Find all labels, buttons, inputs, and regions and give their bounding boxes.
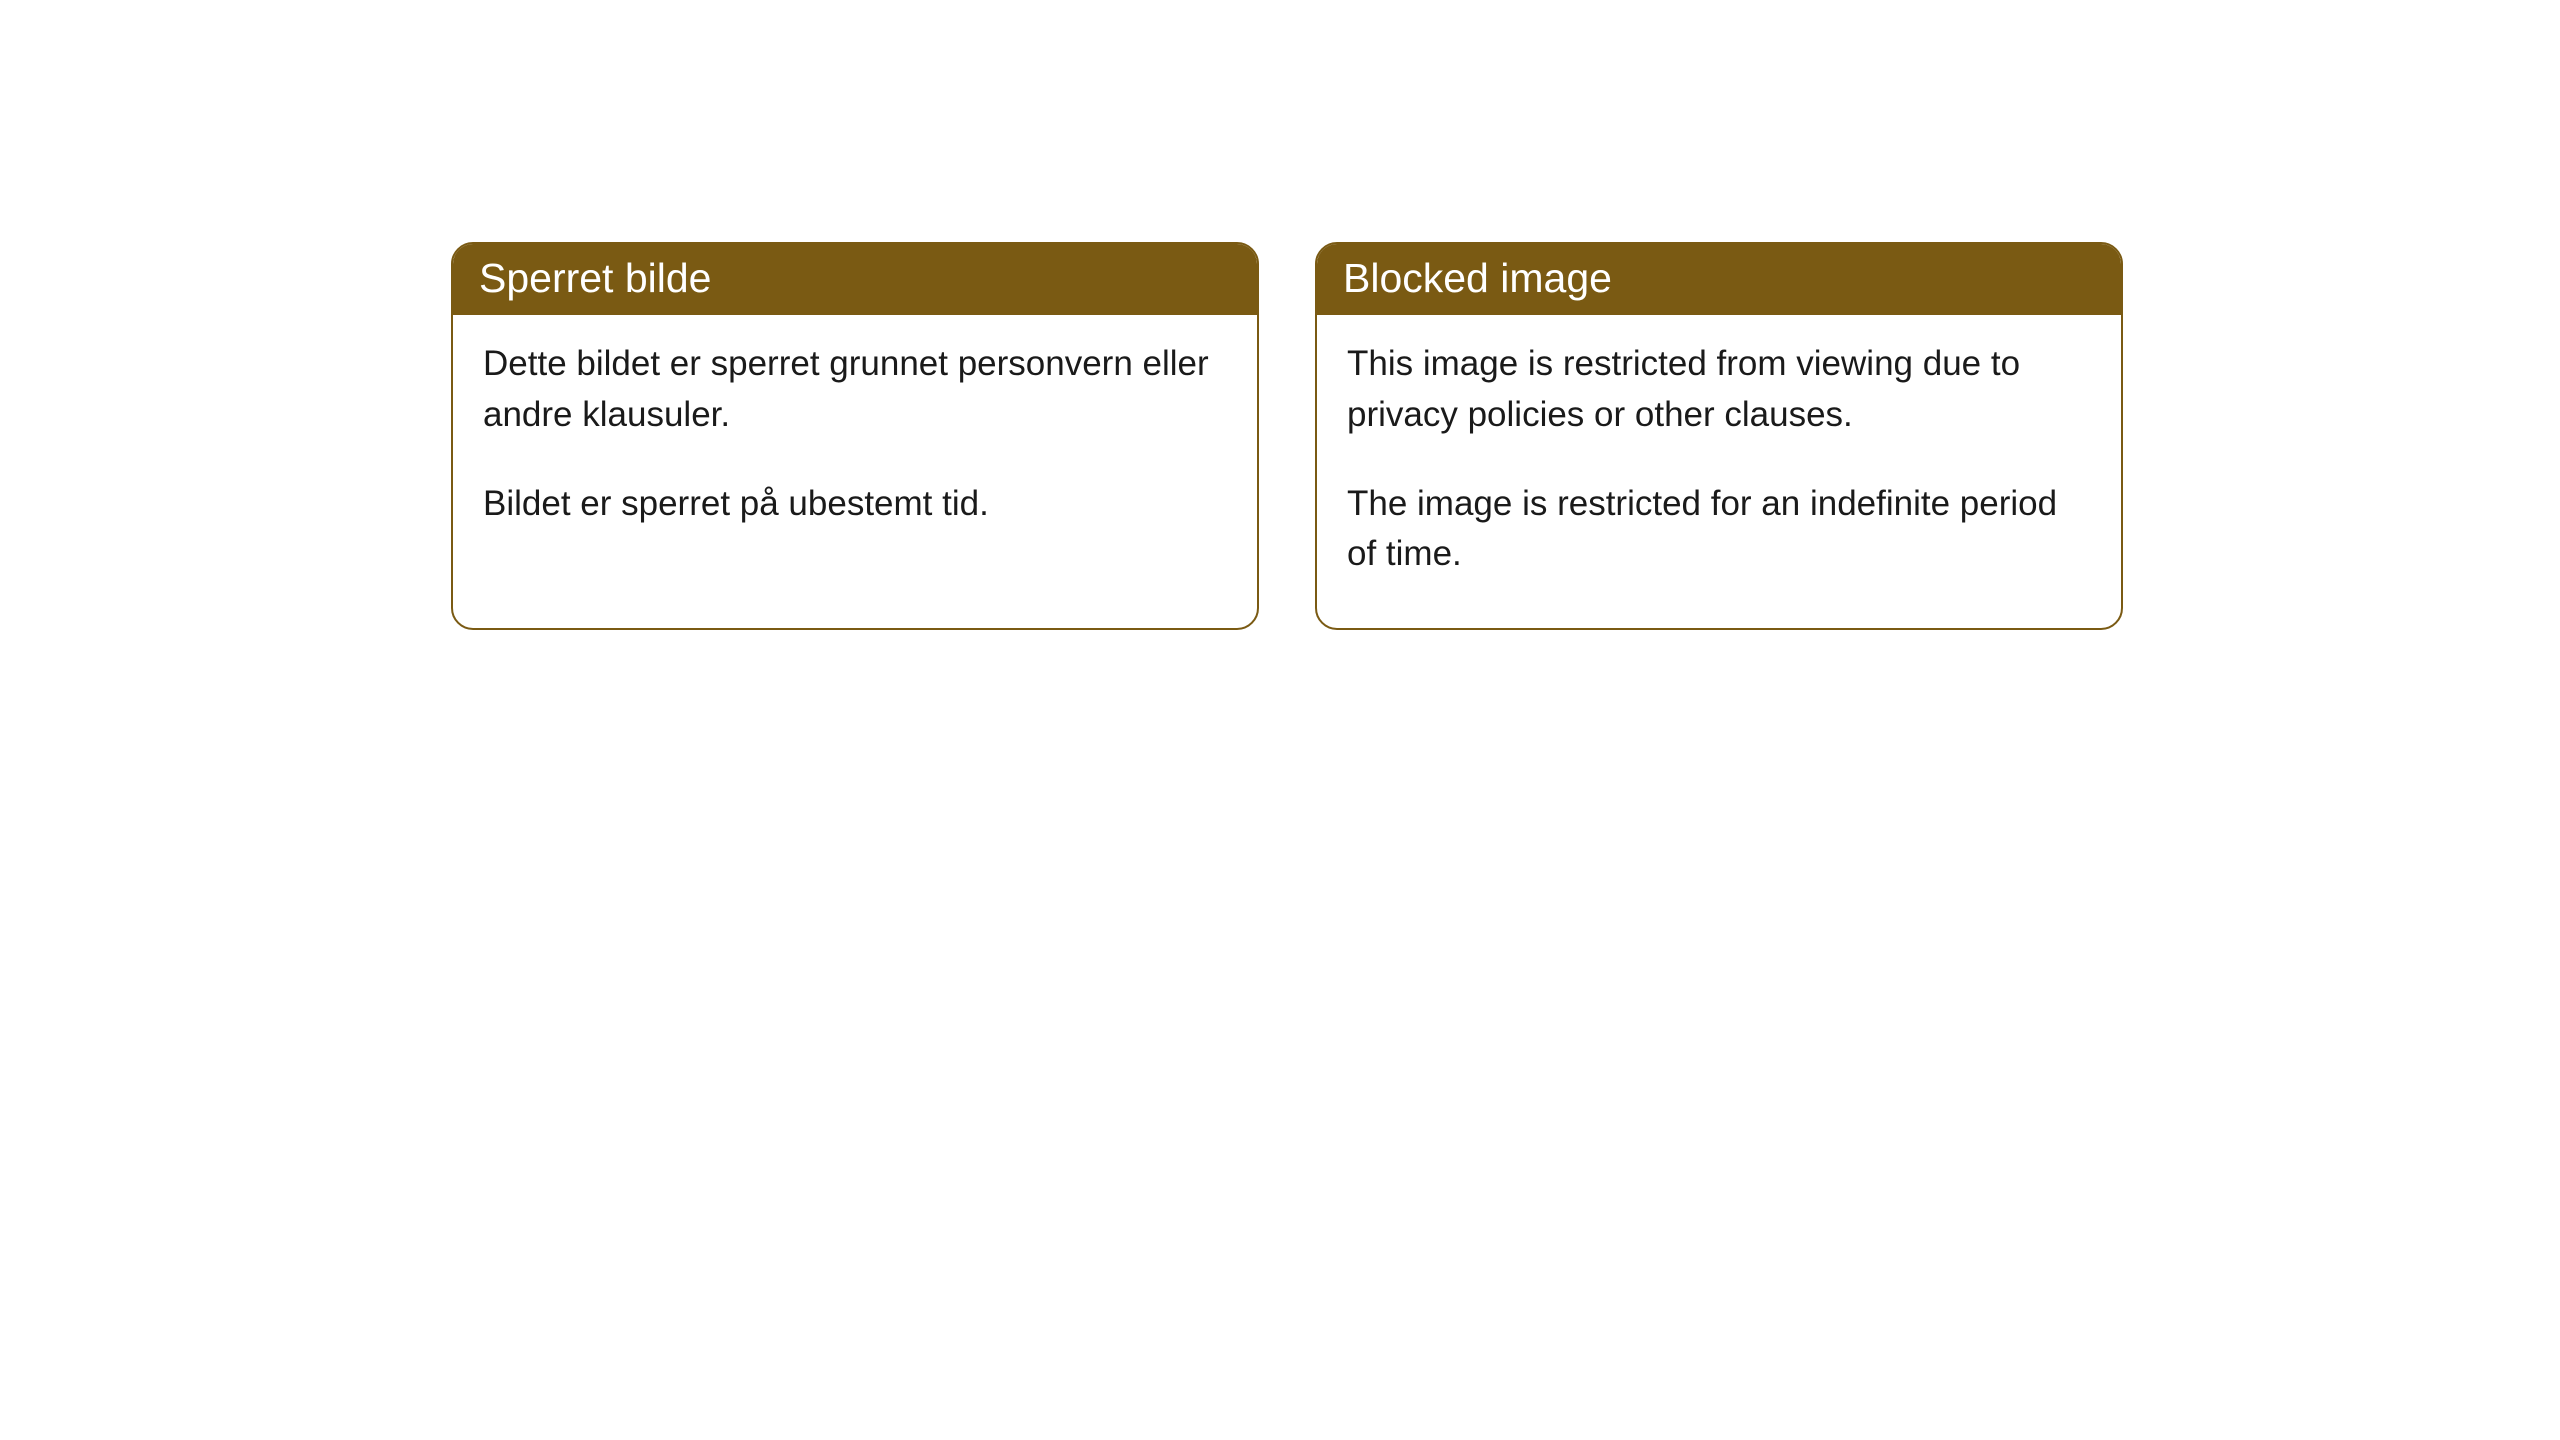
card-title: Sperret bilde [453, 244, 1257, 315]
notice-container: Sperret bilde Dette bildet er sperret gr… [0, 0, 2560, 630]
notice-card-english: Blocked image This image is restricted f… [1315, 242, 2123, 630]
card-paragraph: Dette bildet er sperret grunnet personve… [483, 339, 1227, 441]
notice-card-norwegian: Sperret bilde Dette bildet er sperret gr… [451, 242, 1259, 630]
card-body: Dette bildet er sperret grunnet personve… [453, 315, 1257, 577]
card-paragraph: This image is restricted from viewing du… [1347, 339, 2091, 441]
card-paragraph: Bildet er sperret på ubestemt tid. [483, 479, 1227, 530]
card-body: This image is restricted from viewing du… [1317, 315, 2121, 628]
card-title: Blocked image [1317, 244, 2121, 315]
card-paragraph: The image is restricted for an indefinit… [1347, 479, 2091, 581]
